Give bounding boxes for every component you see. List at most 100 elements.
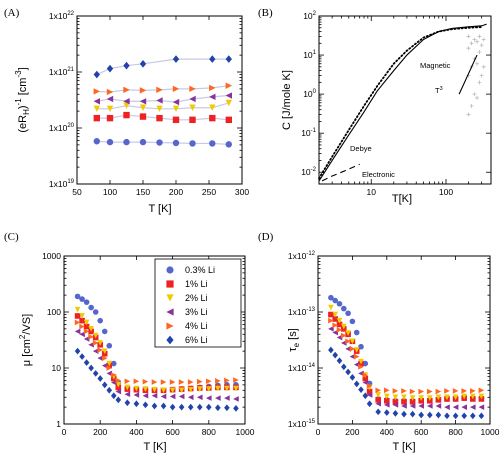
- data-point: [328, 294, 334, 301]
- panel-c-marks: [74, 293, 239, 412]
- data-point: [366, 383, 373, 389]
- data-point: [418, 395, 424, 401]
- data-point: [178, 403, 185, 411]
- data-point: [362, 372, 369, 378]
- panel-c-y-ticks: 1 10 100 1000: [42, 251, 245, 429]
- data-point: [444, 412, 450, 420]
- data-point: [124, 391, 131, 398]
- data-point: [345, 346, 351, 352]
- data-point: [88, 364, 94, 372]
- data-point: [196, 394, 203, 401]
- data-point: [123, 61, 130, 70]
- legend-label: 4% Li: [185, 321, 208, 331]
- data-point: [83, 336, 90, 342]
- x-tick-label: 1000: [481, 427, 500, 437]
- panel-b-x-ticks: 10 100: [318, 16, 492, 197]
- data-point: [384, 397, 390, 404]
- x-tick-label: 50: [72, 187, 82, 197]
- data-point: [133, 378, 140, 385]
- x-tick-label: 200: [345, 427, 359, 437]
- data-point: [206, 395, 212, 401]
- data-point: [341, 340, 347, 346]
- panel-b-magnetic-ghost-points: [466, 34, 486, 117]
- data-point: [353, 329, 360, 336]
- data-point: [332, 311, 338, 318]
- data-point: [115, 382, 122, 388]
- data-point: [101, 355, 108, 361]
- data-point: [452, 404, 459, 410]
- data-point: [74, 313, 81, 319]
- magnetic-ghost-point: [469, 103, 474, 108]
- data-point: [74, 293, 81, 300]
- data-point: [225, 92, 232, 99]
- data-point: [151, 392, 158, 399]
- data-point: [358, 386, 364, 394]
- trend-line: [96, 85, 229, 93]
- data-point: [392, 398, 399, 405]
- data-point: [435, 403, 442, 409]
- data-point: [461, 388, 467, 394]
- data-point: [169, 379, 176, 385]
- legend-label: 0.3% Li: [185, 265, 215, 275]
- magnetic-ghost-point: [477, 49, 482, 54]
- data-point: [224, 377, 230, 384]
- data-point: [123, 86, 130, 94]
- data-point: [106, 370, 113, 377]
- data-point: [196, 386, 203, 392]
- data-point: [123, 98, 130, 105]
- x-tick-label: 600: [414, 427, 428, 437]
- data-point: [101, 348, 108, 354]
- data-point: [336, 327, 343, 333]
- data-point: [427, 395, 433, 401]
- data-point: [384, 402, 390, 408]
- data-point: [224, 404, 230, 412]
- data-point: [353, 353, 360, 360]
- data-point: [233, 405, 239, 412]
- data-point: [328, 346, 334, 354]
- data-point: [353, 347, 360, 353]
- data-point: [196, 378, 203, 385]
- panel-c-x-ticks: 0 200 400 600 800 1000: [62, 256, 255, 437]
- data-point: [401, 388, 407, 394]
- panel-d-label: (D): [258, 231, 274, 243]
- data-point: [470, 393, 476, 400]
- data-point: [156, 86, 163, 94]
- data-point: [74, 347, 81, 355]
- panel-c-label: (C): [4, 231, 19, 243]
- y-tick-label: 1000: [42, 251, 61, 261]
- data-point: [478, 393, 485, 400]
- data-point: [97, 347, 103, 353]
- data-point: [106, 88, 114, 96]
- data-point: [79, 323, 85, 330]
- data-point: [206, 386, 212, 392]
- data-point: [74, 319, 81, 326]
- data-point: [470, 412, 476, 420]
- data-point: [362, 375, 369, 382]
- data-point: [452, 394, 459, 401]
- data-point: [209, 114, 216, 122]
- panel-b-label: (B): [258, 7, 273, 19]
- data-point: [349, 318, 356, 325]
- data-point: [427, 411, 433, 419]
- data-point: [156, 105, 163, 113]
- data-point: [353, 380, 360, 388]
- panel-a-ylabel: (eRH)-1 [cm-3]: [14, 67, 31, 132]
- data-point: [435, 394, 442, 401]
- data-point: [332, 316, 338, 322]
- data-point: [209, 93, 216, 101]
- data-point: [401, 398, 407, 405]
- panel-a-label: (A): [4, 7, 20, 19]
- data-point: [172, 139, 180, 147]
- data-point: [392, 409, 399, 417]
- panel-d-x-ticks: 0 200 400 600 800 1000: [316, 256, 500, 437]
- data-point: [97, 355, 103, 361]
- data-point: [375, 397, 381, 403]
- data-point: [478, 404, 485, 410]
- data-point: [92, 348, 99, 354]
- data-point: [139, 59, 147, 68]
- data-point: [225, 141, 232, 148]
- data-point: [115, 377, 122, 384]
- data-point: [349, 374, 356, 381]
- data-point: [362, 379, 369, 386]
